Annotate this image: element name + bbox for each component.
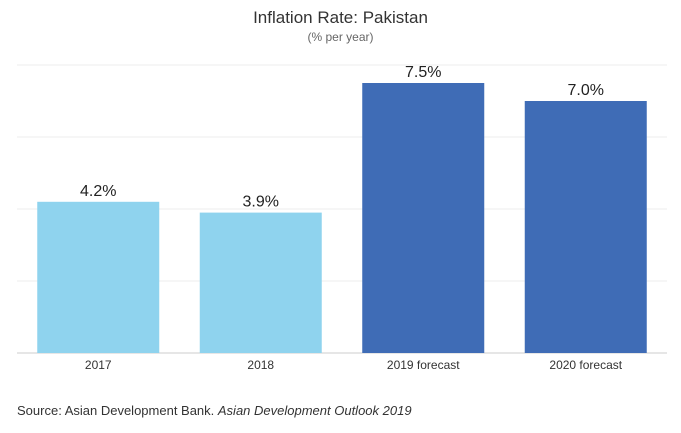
bars [37, 83, 647, 353]
value-labels: 4.2% 3.9% 7.5% 7.0% [80, 64, 604, 211]
bar[interactable] [362, 83, 485, 353]
source-note: Source: Asian Development Bank. Asian De… [17, 403, 412, 418]
bar[interactable] [199, 212, 322, 353]
bar[interactable] [524, 101, 647, 353]
source-prefix: Source: Asian Development Bank. [17, 403, 218, 418]
data-label: 7.5% [405, 64, 441, 81]
chart-subtitle: (% per year) [307, 30, 374, 44]
x-tick-label: 2019 forecast [387, 358, 460, 372]
data-label: 4.2% [80, 183, 116, 200]
source-publication: Asian Development Outlook 2019 [217, 403, 412, 418]
data-label: 7.0% [568, 82, 604, 99]
x-tick-label: 2020 forecast [549, 358, 622, 372]
x-tick-label: 2018 [247, 358, 274, 372]
x-tick-label: 2017 [85, 358, 112, 372]
bar[interactable] [37, 201, 160, 353]
data-label: 3.9% [243, 194, 279, 211]
x-tick-labels: 2017 2018 2019 forecast 2020 forecast [85, 358, 623, 372]
chart-title: Inflation Rate: Pakistan [253, 8, 428, 27]
